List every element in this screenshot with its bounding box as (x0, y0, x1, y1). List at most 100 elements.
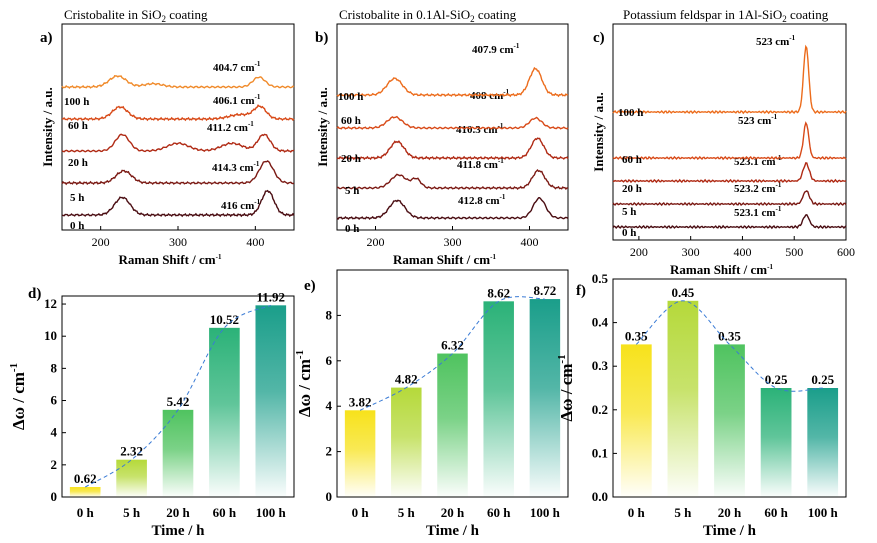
y-axis-label: Δω / cm-1 (8, 363, 28, 430)
peak-label: 416 cm-1 (221, 198, 261, 212)
bar-0h (620, 344, 652, 497)
spectrum-60h (61, 104, 295, 122)
x-tick-label: 20 h (166, 505, 190, 520)
series-label: 20 h (341, 153, 361, 165)
spectrum-5h (336, 168, 568, 191)
bar-panel-e: e) 0 2 4 6 8 3.82 0 h 4.82 5 h 6.32 20 h 8.62 60 h 8.7… (294, 269, 569, 539)
peak-label: 523.2 cm-1 (734, 181, 782, 195)
plot-frame (612, 23, 847, 241)
y-tick-label: 2 (51, 457, 58, 472)
bar-panel-f: f) 0.0 0.1 0.2 0.3 0.4 0.5 0.35 0 h 0.45 5 h 0.35 20… (556, 271, 847, 539)
x-tick-label: 5 h (398, 505, 416, 520)
peak-label: 523.1 cm-1 (734, 205, 782, 219)
bar-value-label: 0.25 (765, 372, 788, 387)
spectrum-20h (61, 133, 295, 153)
x-tick-label: 400 (521, 235, 539, 249)
bar-60h (209, 327, 240, 497)
y-tick-label: 10 (44, 328, 57, 343)
x-tick-label: 400 (246, 235, 264, 249)
bar-value-label: 0.62 (74, 471, 97, 486)
y-tick-label: 12 (44, 296, 57, 311)
y-tick-label: 0.5 (592, 271, 609, 286)
panel-letter: f) (576, 283, 586, 299)
bar-5h (667, 300, 699, 497)
series-label: 60 h (68, 120, 88, 132)
y-tick-label: 0.0 (592, 489, 608, 504)
panel-letter: c) (593, 30, 605, 46)
y-tick-label: 0 (326, 489, 333, 504)
panel-title: Cristobalite in 0.1Al-SiO2 coating (339, 7, 517, 24)
bar-20h (714, 344, 745, 497)
x-tick-label: 300 (444, 235, 462, 249)
bar-60h (760, 388, 792, 497)
peak-label: 408 cm-1 (470, 88, 510, 102)
y-tick-label: 8 (51, 360, 58, 375)
y-axis-label: Δω / cm-1 (294, 350, 314, 417)
spectrum-5h (612, 190, 847, 207)
x-tick-label: 20 h (441, 505, 465, 520)
x-axis-label: Raman Shift / cm-1 (393, 252, 496, 267)
spectrum-0h (61, 189, 295, 218)
series-label: 100 h (64, 96, 89, 108)
y-tick-label: 0.4 (592, 315, 609, 330)
bar-value-label: 11.92 (257, 289, 286, 304)
raman-panel-a: Cristobalite in SiO2 coating a) 200 300 400 R… (40, 7, 295, 267)
bar-5h (391, 387, 422, 497)
y-axis-label: Intensity / a.u. (315, 87, 330, 166)
peak-label: 407.9 cm-1 (472, 42, 520, 56)
x-axis-label: Time / h (151, 523, 205, 539)
x-tick-label: 200 (367, 235, 385, 249)
bar-60h (483, 301, 514, 497)
x-tick-label: 300 (169, 235, 187, 249)
x-tick-label: 100 h (530, 505, 561, 520)
series-label: 0 h (345, 223, 359, 235)
x-tick-label: 5 h (123, 505, 141, 520)
panel-letter: b) (315, 30, 328, 46)
x-tick-label: 0 h (352, 505, 370, 520)
bar-value-label: 5.42 (167, 394, 190, 409)
bar-value-label: 0.25 (811, 372, 834, 387)
y-tick-label: 0 (51, 489, 58, 504)
series-label: 5 h (70, 192, 84, 204)
series-label: 100 h (338, 91, 363, 103)
y-tick-label: 2 (326, 444, 333, 459)
peak-label: 411.8 cm-1 (457, 157, 504, 171)
bar-value-label: 0.45 (672, 285, 695, 300)
y-axis-label: Intensity / a.u. (40, 87, 55, 166)
spectrum-100h (336, 66, 569, 98)
raman-panel-c: Potassium feldspar in 1Al-SiO2 coating c)… (591, 7, 855, 277)
series-label: 60 h (341, 115, 361, 127)
y-tick-label: 4 (326, 398, 333, 413)
bar-value-label: 10.52 (210, 312, 239, 327)
bar-panel-d: d) 0 2 4 6 8 10 12 0.62 0 h 2.32 5 h 5.42 20 h 10.52 60… (8, 286, 295, 539)
series-label: 60 h (622, 154, 642, 166)
panel-letter: d) (28, 286, 41, 302)
x-tick-label: 600 (837, 245, 855, 259)
peak-label: 523.1 cm-1 (734, 154, 782, 168)
peak-label: 523 cm-1 (756, 34, 796, 48)
spectrum-100h (61, 75, 295, 90)
spectrum-20h (612, 162, 847, 184)
x-axis-label: Raman Shift / cm-1 (119, 252, 222, 267)
peak-label: 404.7 cm-1 (213, 60, 261, 74)
spectrum-20h (336, 137, 569, 161)
bar-5h (116, 459, 147, 497)
bar-value-label: 3.82 (349, 394, 372, 409)
y-axis-label: Δω / cm-1 (556, 354, 576, 421)
bar-100h (807, 388, 839, 497)
peak-label: 523 cm-1 (738, 113, 778, 127)
x-tick-label: 60 h (764, 505, 788, 520)
x-tick-label: 0 h (77, 505, 95, 520)
bar-100h (529, 299, 561, 497)
x-axis-label: Time / h (703, 523, 757, 539)
spectrum-60h (336, 115, 569, 130)
y-axis-label: Intensity / a.u. (591, 92, 606, 171)
x-tick-label: 300 (682, 245, 700, 259)
y-tick-label: 0.3 (592, 358, 609, 373)
y-tick-label: 8 (326, 307, 333, 322)
y-tick-label: 6 (51, 393, 58, 408)
x-axis-label: Time / h (426, 523, 480, 539)
x-tick-label: 100 h (808, 505, 839, 520)
x-tick-label: 5 h (674, 505, 692, 520)
